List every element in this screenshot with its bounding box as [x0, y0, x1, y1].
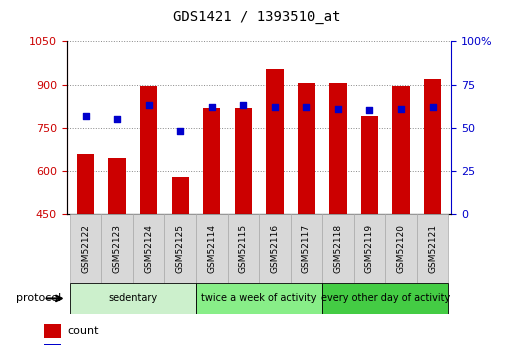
Point [302, 104, 310, 110]
Bar [361, 116, 378, 214]
Point [334, 106, 342, 111]
Bar [140, 86, 157, 214]
Text: GSM52125: GSM52125 [176, 224, 185, 273]
Text: GSM52117: GSM52117 [302, 224, 311, 273]
Point [208, 104, 216, 110]
Bar [165, 214, 196, 283]
Text: GSM52123: GSM52123 [113, 224, 122, 273]
Point [365, 108, 373, 113]
Bar [417, 214, 448, 283]
Bar [171, 177, 189, 214]
Text: sedentary: sedentary [108, 294, 157, 303]
Bar [392, 86, 410, 214]
Bar [234, 108, 252, 214]
Bar [424, 79, 441, 214]
Point [145, 102, 153, 108]
Bar [196, 214, 228, 283]
Point [239, 102, 247, 108]
Point [176, 128, 184, 134]
Bar [196, 283, 322, 314]
Point [397, 106, 405, 111]
Bar [329, 83, 347, 214]
Text: GSM52115: GSM52115 [239, 224, 248, 273]
Text: GSM52122: GSM52122 [81, 224, 90, 273]
Text: every other day of activity: every other day of activity [321, 294, 450, 303]
Point [113, 116, 121, 122]
Bar [102, 214, 133, 283]
Text: GSM52121: GSM52121 [428, 224, 437, 273]
Text: GDS1421 / 1393510_at: GDS1421 / 1393510_at [173, 10, 340, 24]
Bar [385, 214, 417, 283]
Bar [44, 324, 61, 338]
Text: GSM52118: GSM52118 [333, 224, 342, 273]
Bar [322, 283, 448, 314]
Bar [322, 214, 353, 283]
Text: protocol: protocol [16, 294, 62, 303]
Point [428, 104, 437, 110]
Bar [266, 69, 284, 214]
Bar [44, 344, 61, 345]
Text: count: count [67, 326, 98, 336]
Text: GSM52116: GSM52116 [270, 224, 280, 273]
Text: GSM52114: GSM52114 [207, 224, 216, 273]
Bar [77, 154, 94, 214]
Text: GSM52124: GSM52124 [144, 224, 153, 273]
Point [82, 113, 90, 118]
Bar [298, 83, 315, 214]
Text: GSM52119: GSM52119 [365, 224, 374, 273]
Bar [70, 214, 102, 283]
Bar [259, 214, 290, 283]
Bar [290, 214, 322, 283]
Bar [70, 283, 196, 314]
Bar [133, 214, 165, 283]
Text: twice a week of activity: twice a week of activity [201, 294, 317, 303]
Bar [203, 108, 221, 214]
Bar [228, 214, 259, 283]
Point [271, 104, 279, 110]
Text: GSM52120: GSM52120 [397, 224, 405, 273]
Bar [108, 158, 126, 214]
Bar [353, 214, 385, 283]
